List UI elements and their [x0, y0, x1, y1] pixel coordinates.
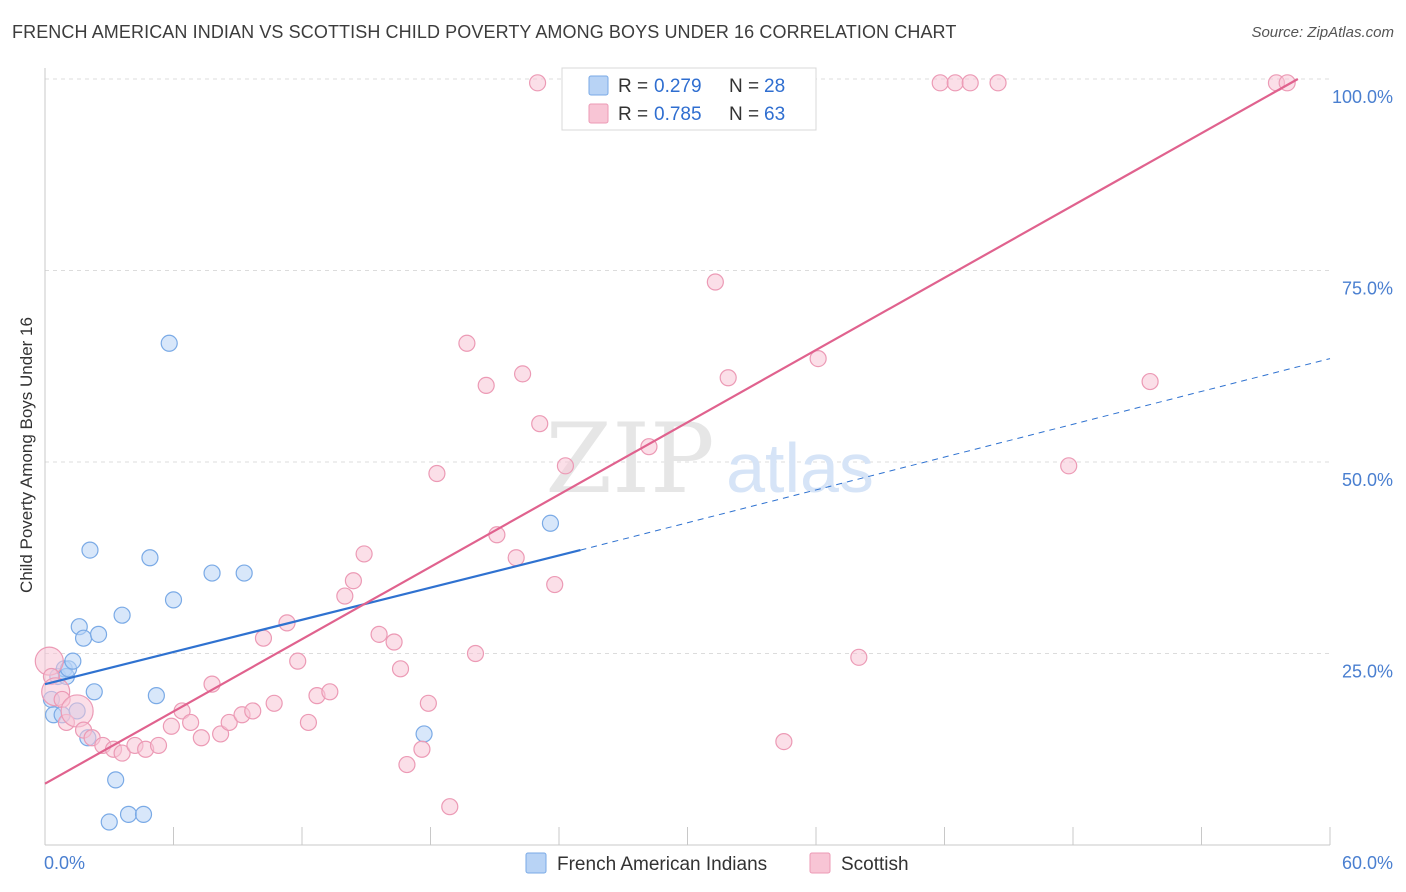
french-point: [107, 771, 125, 789]
scottish-point: [809, 349, 827, 368]
french-point: [203, 564, 221, 582]
french-point: [64, 652, 82, 670]
french-point: [160, 334, 178, 352]
scottish-point: [466, 644, 485, 663]
legend-n-label-french: N =: [729, 76, 759, 97]
scottish-point: [370, 625, 388, 643]
french-point: [119, 805, 138, 823]
scottish-point: [441, 798, 459, 816]
y-tick-label: 50.0%: [1342, 470, 1393, 490]
scottish-point: [477, 376, 495, 394]
scottish-point: [413, 740, 431, 758]
x-tick-label: 60.0%: [1342, 853, 1393, 873]
watermark: ZIP atlas: [545, 403, 874, 515]
scottish-point: [336, 587, 354, 605]
bottom-legend: French American Indians Scottish: [525, 852, 909, 875]
scottish-point: [254, 629, 273, 647]
legend-n-value-scottish: 63: [764, 104, 785, 125]
y-tick-label: 25.0%: [1342, 662, 1393, 682]
watermark-atlas: atlas: [726, 429, 874, 507]
scottish-point: [531, 415, 549, 433]
scottish-point: [961, 74, 979, 92]
grid-layer: [45, 78, 1330, 654]
scottish-point: [850, 648, 868, 666]
scottish-point: [113, 744, 131, 762]
scottish-point: [989, 74, 1007, 92]
bottom-legend-label-french: French American Indians: [557, 854, 767, 875]
french-point: [134, 805, 153, 823]
legend-r-value-french: 0.279: [654, 76, 702, 97]
scottish-point: [212, 725, 230, 743]
french-point: [81, 541, 99, 559]
scottish-point: [419, 694, 437, 712]
x-tick-label: 0.0%: [44, 853, 85, 873]
french-point: [89, 625, 108, 643]
french-trend-line: [44, 549, 581, 686]
points-layer: [34, 74, 1296, 831]
scottish-point: [289, 652, 307, 670]
chart-source: Source: ZipAtlas.com: [1251, 24, 1394, 41]
french-point: [74, 629, 93, 647]
scottish-point: [398, 755, 416, 774]
french-point: [147, 687, 165, 705]
scottish-point: [458, 334, 476, 352]
scottish-point: [1141, 372, 1159, 391]
axes-layer: 25.0% 50.0% 75.0% 100.0% 0.0% 60.0%: [44, 68, 1393, 873]
legend-box: R = 0.279 N = 28 R = 0.785 N = 63: [561, 67, 817, 131]
legend-r-label-french: R =: [618, 76, 648, 97]
scottish-point: [946, 74, 964, 92]
watermark-zip: ZIP: [545, 403, 714, 515]
scottish-point: [149, 736, 168, 755]
french-point: [100, 813, 118, 831]
chart-title: FRENCH AMERICAN INDIAN VS SCOTTISH CHILD…: [12, 22, 957, 42]
scottish-point: [706, 273, 724, 291]
french-point: [141, 549, 159, 567]
bottom-legend-swatch-scottish: [809, 852, 831, 874]
french-point: [235, 564, 253, 582]
scottish-point: [528, 74, 547, 92]
scottish-point: [428, 464, 446, 483]
y-tick-label: 100.0%: [1332, 87, 1393, 107]
scottish-point: [220, 713, 238, 732]
legend-n-label-scottish: N =: [729, 104, 759, 125]
scottish-point: [546, 575, 564, 594]
scottish-point: [355, 545, 373, 563]
scottish-point: [391, 660, 410, 678]
scottish-trend-line: [44, 78, 1299, 785]
scottish-point: [60, 694, 94, 728]
legend-r-value-scottish: 0.785: [654, 104, 702, 125]
scottish-point: [507, 549, 525, 567]
scottish-point: [162, 717, 180, 735]
legend-n-value-french: 28: [764, 76, 785, 97]
bottom-legend-swatch-french: [525, 852, 547, 874]
scottish-point: [556, 457, 575, 475]
french-point: [164, 591, 183, 609]
scottish-point: [321, 683, 339, 701]
legend-swatch-scottish: [588, 103, 609, 124]
scottish-point: [265, 694, 283, 712]
scottish-point: [513, 365, 532, 383]
scottish-point: [931, 74, 949, 92]
scottish-point: [775, 732, 793, 751]
legend-swatch-french: [588, 75, 609, 96]
y-tick-label: 75.0%: [1342, 279, 1393, 299]
bottom-legend-label-scottish: Scottish: [841, 854, 909, 875]
french-trend-extension: [580, 358, 1331, 551]
trend-layer: [44, 78, 1331, 785]
french-point: [85, 683, 103, 701]
legend-r-label-scottish: R =: [618, 104, 648, 125]
scottish-point: [385, 633, 403, 651]
scottish-point: [1060, 457, 1078, 475]
french-point: [541, 514, 560, 532]
scottish-point: [192, 729, 210, 747]
french-point: [113, 606, 131, 624]
scottish-point: [719, 369, 737, 387]
scottish-point: [299, 713, 318, 732]
scottish-point: [182, 713, 200, 732]
scottish-point: [344, 572, 362, 590]
scottish-point: [244, 702, 262, 720]
y-axis-label: Child Poverty Among Boys Under 16: [17, 317, 36, 593]
french-point: [415, 725, 433, 743]
